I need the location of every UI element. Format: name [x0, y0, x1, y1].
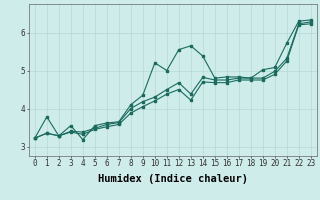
X-axis label: Humidex (Indice chaleur): Humidex (Indice chaleur) — [98, 174, 248, 184]
